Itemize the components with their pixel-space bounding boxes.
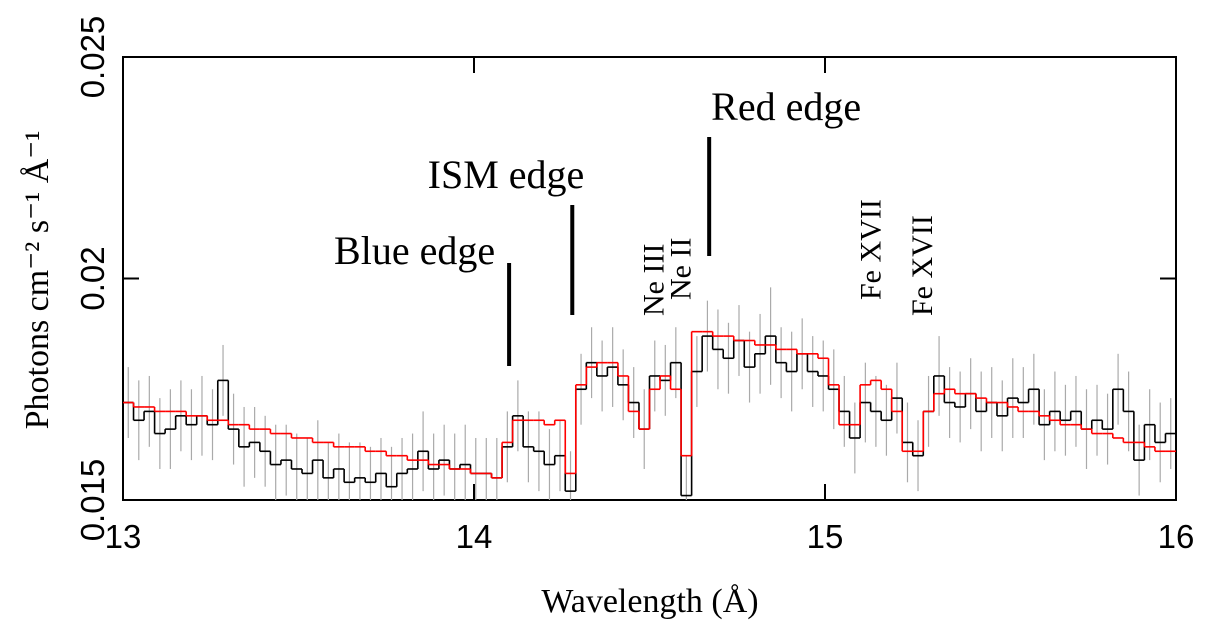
y-tick-label: 0.015 (74, 459, 111, 542)
x-axis-label: Wavelength (Å) (541, 583, 758, 620)
step-connector (132, 331, 1156, 478)
x-tick-label: 13 (105, 518, 142, 555)
x-tick-label: 15 (807, 518, 844, 555)
line-label: Fe XVII (906, 215, 939, 316)
line-label: Fe XVII (855, 199, 888, 300)
y-tick-label: 0.025 (74, 16, 111, 99)
x-tick-label: 14 (456, 518, 493, 555)
y-tick-label: 0.02 (74, 246, 111, 310)
edge-label: Blue edge (334, 228, 495, 273)
edge-label: ISM edge (428, 152, 585, 197)
line-label: Ne II (665, 238, 698, 300)
line-label: Ne III (638, 244, 671, 316)
y-axis-label: Photons cm⁻² s⁻¹ Å⁻¹ (19, 131, 56, 430)
x-tick-label: 16 (1158, 518, 1195, 555)
edge-label: Red edge (711, 84, 861, 129)
